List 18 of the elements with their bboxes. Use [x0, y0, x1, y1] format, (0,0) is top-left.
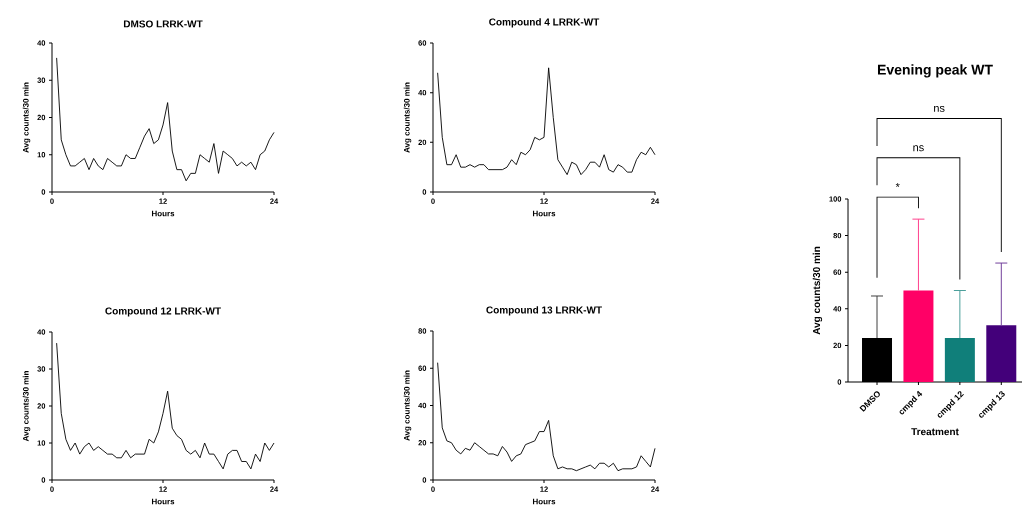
text: ns [913, 145, 924, 152]
x-axis-title: Hours [532, 210, 556, 217]
chart-title: Compound 12 LRRK-WT [105, 307, 221, 317]
y-axis-title: Avg counts/30 min [812, 246, 823, 335]
y-axis-title: Avg counts/30 min [22, 371, 31, 442]
x-axis-title: Treatment [911, 428, 959, 436]
y-axis-title: Avg counts/30 min [403, 370, 412, 441]
x-axis-title: Hours [151, 210, 175, 217]
chart-title: Evening peak WT [877, 64, 993, 78]
text: * [895, 183, 900, 187]
y-axis-title: Avg counts/30 min [22, 82, 31, 153]
x-axis-title: Hours [532, 498, 556, 505]
chart-title: Compound 4 LRRK-WT [489, 18, 600, 28]
chart-title: Compound 13 LRRK-WT [486, 306, 602, 316]
text: ns [934, 105, 945, 112]
y-axis-title: Avg counts/30 min [403, 82, 412, 153]
x-axis-title: Hours [151, 498, 175, 505]
chart-title: DMSO LRRK-WT [123, 20, 203, 28]
